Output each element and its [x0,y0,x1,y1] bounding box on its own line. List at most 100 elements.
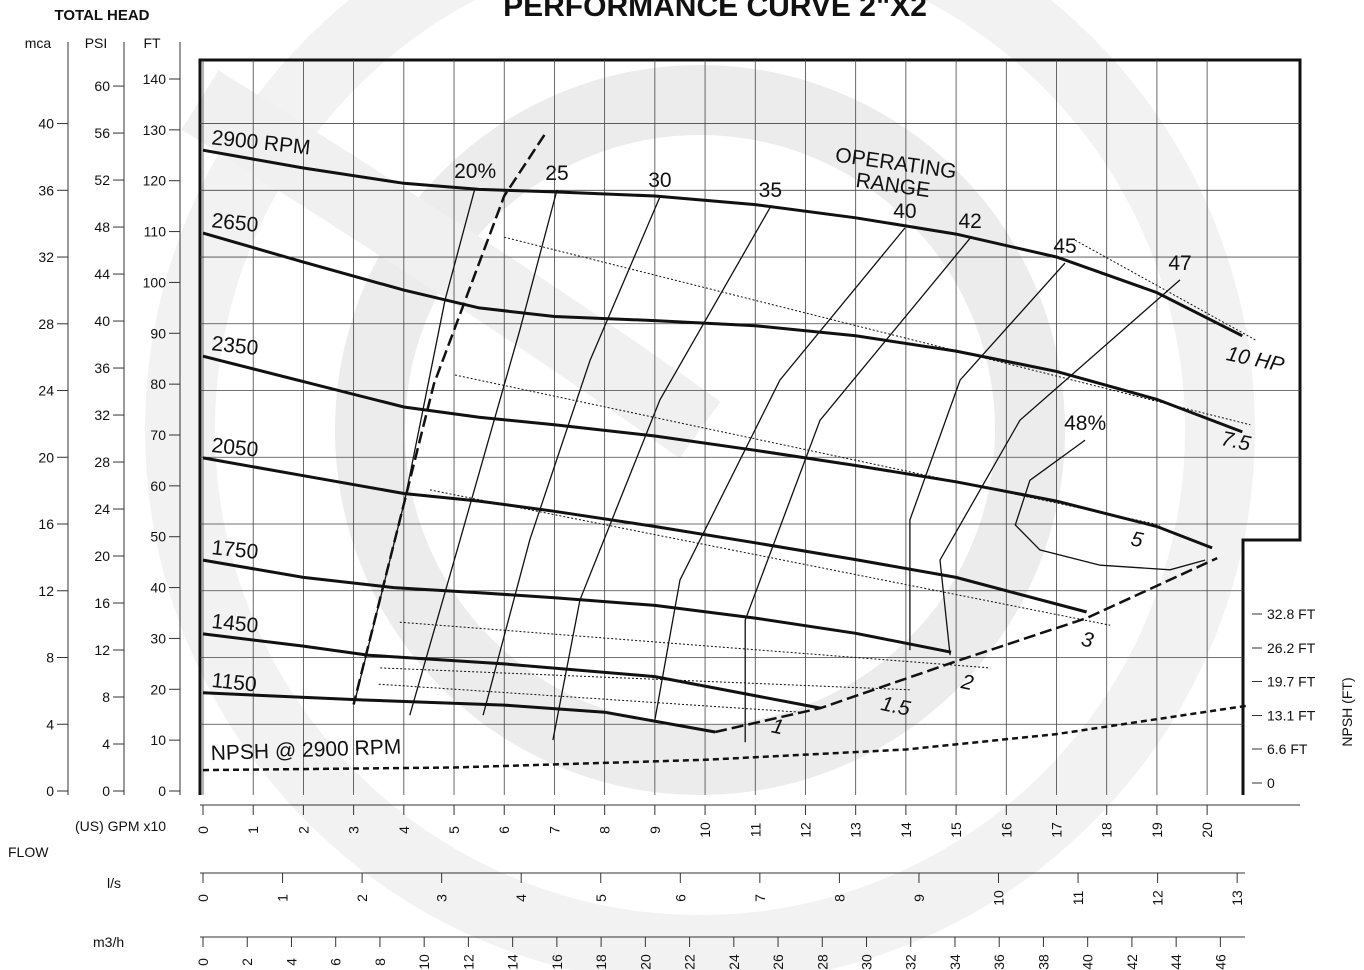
psi-label: PSI [85,35,108,51]
y-axis-tick-label: 100 [143,274,167,290]
mca-axis-tick-label: 16 [38,516,54,532]
power-curve [380,667,910,691]
m3h-axis-tick-label: 32 [903,954,919,970]
x-axis-tick-label: 4 [396,826,412,834]
pump-curve-label: 2350 [210,332,259,360]
npsh-curve [202,704,1248,772]
m3h-label: m3/h [93,934,124,950]
x-axis-tick-label: 14 [898,822,914,838]
ft-label: FT [143,35,161,51]
mca-axis-tick-label: 0 [46,783,54,799]
ls-label: l/s [107,875,121,891]
ls-axis-tick-label: 1 [275,894,291,902]
x-axis-tick-label: 11 [747,823,763,838]
m3h-axis-tick-label: 44 [1168,954,1184,970]
efficiency-curve [744,237,971,743]
y2-tick-label: 13.1 FT [1267,708,1316,724]
ls-axis-tick-label: 2 [354,894,370,902]
efficiency-curve [654,227,906,720]
ls-axis-tick-label: 9 [911,894,927,902]
m3h-axis-tick-label: 8 [372,958,388,966]
m3h-axis-tick-label: 18 [593,954,609,970]
efficiency-label: 20% [454,160,496,183]
ls-axis-tick-label: 3 [434,894,450,902]
psi-axis-tick-label: 16 [94,595,110,611]
y2-tick-label: 0 [1267,775,1275,791]
mca-axis-tick-label: 20 [38,449,54,465]
ls-axis-tick-label: 5 [593,894,609,902]
m3h-axis-tick-label: 0 [195,958,211,966]
m3h-axis-tick-label: 40 [1080,954,1096,970]
psi-axis-tick-label: 56 [94,125,110,141]
y-axis-tick-label: 0 [158,783,166,799]
m3h-axis-tick-label: 30 [859,954,875,970]
ls-axis-tick-label: 12 [1150,890,1166,906]
pump-curve-label: 2050 [210,434,259,462]
efficiency-label: 47 [1168,252,1191,275]
y-axis-tick-label: 40 [150,580,166,596]
psi-axis-tick-label: 28 [94,454,110,470]
y2-tick-label: 26.2 FT [1267,640,1316,656]
ls-axis-tick-label: 13 [1229,890,1245,906]
watermark [145,0,1255,970]
x-axis-tick-label: 0 [195,826,211,834]
m3h-axis-tick-label: 46 [1212,954,1228,970]
efficiency-label: 25 [545,162,568,185]
power-curve [378,683,801,713]
y-title: TOTAL HEAD [54,7,149,24]
power-label: 5 [1129,527,1146,552]
psi-axis-tick-label: 20 [94,548,110,564]
m3h-axis-tick-label: 38 [1035,954,1051,970]
m3h-axis-tick-label: 36 [991,954,1007,970]
power-label: 1 [769,715,785,740]
x-axis-tick-label: 9 [647,826,663,834]
mca-axis-tick-label: 32 [38,249,54,265]
x-axis-tick-label: 13 [848,822,864,838]
efficiency-curve [409,189,558,716]
x-axis-tick-label: 19 [1149,822,1165,838]
pump-curve-label: 2650 [210,209,259,237]
power-curve [399,621,991,669]
efficiency-curve [1014,439,1206,571]
psi-axis-tick-label: 32 [94,407,110,423]
pump-curve [202,148,1243,338]
y-axis-tick-label: 120 [143,173,167,189]
pump-curve [202,558,952,654]
mca-label: mca [25,35,52,51]
x-axis-tick-label: 12 [797,822,813,838]
ls-axis-tick-label: 4 [513,894,529,902]
x-axis-tick-label: 20 [1199,822,1215,838]
pump-curve [202,456,1087,614]
x-axis-tick-label: 3 [346,826,362,834]
mca-axis-tick-label: 12 [38,583,54,599]
x-axis-tick-label: 1 [245,826,261,834]
psi-axis-tick-label: 40 [94,313,110,329]
y-axis-tick-label: 30 [150,630,166,646]
ls-axis-tick-label: 7 [752,894,768,902]
y2-tick-label: 6.6 FT [1267,741,1308,757]
m3h-axis-tick-label: 22 [682,954,698,970]
m3h-axis-tick-label: 20 [637,954,653,970]
ls-axis-tick-label: 6 [672,894,688,902]
ls-axis-tick-label: 0 [195,894,211,902]
m3h-axis-tick-label: 26 [770,954,786,970]
x-axis-tick-label: 17 [1049,822,1065,838]
x-axis-tick-label: 15 [948,822,964,838]
x-axis-tick-label: 8 [597,826,613,834]
m3h-axis-tick-label: 2 [239,958,255,966]
mca-axis-tick-label: 24 [38,383,54,399]
efficiency-label: 40 [893,200,916,223]
y-axis-tick-label: 80 [150,376,166,392]
mca-axis-tick-label: 28 [38,316,54,332]
efficiency-curve [482,196,661,716]
psi-axis-tick-label: 0 [102,783,110,799]
psi-axis-tick-label: 8 [102,689,110,705]
x-axis-tick-label: 6 [496,826,512,834]
y2-label: NPSH (FT) [1339,677,1355,746]
operating-range [352,134,1218,734]
x-axis-tick-label: 5 [446,826,462,834]
mca-axis-tick-label: 4 [46,716,54,732]
ls-axis-tick-label: 11 [1070,891,1086,906]
chart-title: PERFORMANCE CURVE 2"X2 [503,0,927,23]
